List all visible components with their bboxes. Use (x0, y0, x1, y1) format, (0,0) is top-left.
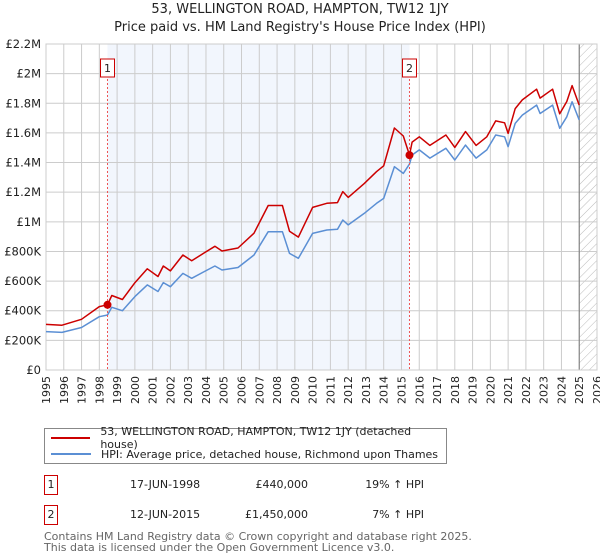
chart-legend: 53, WELLINGTON ROAD, HAMPTON, TW12 1JY (… (44, 425, 447, 464)
sale-number-badge: 2 (44, 505, 58, 525)
x-tick-label: 1998 (93, 376, 106, 404)
x-tick-label: 2003 (182, 376, 195, 404)
x-tick-label: 2013 (360, 376, 373, 404)
series-line-property (45, 84, 580, 326)
y-tick-label: £600K (4, 274, 41, 288)
sale-hpi-diff: 7% ↑ HPI (372, 508, 424, 521)
legend-label-hpi: HPI: Average price, detached house, Rich… (101, 447, 439, 461)
x-tick-label: 2010 (307, 376, 320, 404)
legend-label-property: 53, WELLINGTON ROAD, HAMPTON, TW12 1JY (… (100, 425, 412, 451)
y-tick-label: £1.2M (5, 185, 41, 199)
legend-item-hpi: HPI: Average price, detached house, Rich… (51, 447, 438, 461)
x-tick-label: 2014 (378, 376, 391, 404)
x-tick-label: 2019 (467, 376, 480, 404)
sale-date: 12-JUN-2015 (130, 508, 201, 521)
y-tick-label: £0 (26, 363, 41, 377)
legend-swatch-property (51, 437, 91, 439)
forecast-hatch (579, 44, 597, 370)
y-tick-label: £200K (4, 333, 41, 347)
sale-row: 1 17-JUN-1998 £440,000 19% ↑ HPI (44, 475, 444, 495)
price-chart: 1995 1996 1997 1998 1999 2000 2001 2002 2003 2004… (4, 37, 600, 404)
y-tick-label: £2.2M (5, 37, 41, 51)
x-tick-label: 2016 (413, 376, 426, 404)
y-tick-label: £1.8M (5, 96, 41, 110)
sale-marker-box (401, 58, 417, 78)
sale-date: 17-JUN-1998 (130, 478, 201, 491)
x-tick-label: 2012 (342, 376, 355, 404)
sale-row: 2 12-JUN-2015 £1,450,000 7% ↑ HPI (44, 505, 444, 525)
attribution: Contains HM Land Registry data © Crown c… (44, 531, 472, 553)
y-tick-label: £2M (16, 67, 41, 81)
x-tick-label: 2007 (253, 376, 266, 404)
ownership-period-shade (107, 44, 410, 370)
x-tick-label: 2009 (289, 376, 302, 404)
sale-marker-label: 1 (104, 62, 111, 75)
x-tick-label: 1995 (40, 376, 53, 404)
x-tick-label: 2024 (555, 376, 568, 404)
x-tick-label: 1999 (111, 376, 124, 404)
attribution-line-1: Contains HM Land Registry data © Crown c… (44, 530, 472, 543)
x-tick-label: 1997 (76, 376, 89, 404)
x-tick-label: 2025 (573, 376, 586, 404)
legend-item-property: 53, WELLINGTON ROAD, HAMPTON, TW12 1JY (… (51, 425, 446, 451)
x-tick-label: 2006 (236, 376, 249, 404)
x-tick-label: 2001 (147, 376, 160, 404)
sale-price: £440,000 (255, 478, 309, 491)
sale-point (103, 300, 112, 309)
y-tick-label: £1M (16, 215, 41, 229)
x-tick-label: 2021 (502, 376, 515, 404)
x-tick-label: 2002 (164, 376, 177, 404)
x-tick-label: 2004 (200, 376, 213, 404)
x-tick-label: 2026 (591, 376, 600, 404)
x-tick-label: 2017 (431, 376, 444, 404)
chart-title: 53, WELLINGTON ROAD, HAMPTON, TW12 1JY (151, 2, 449, 17)
x-tick-label: 2015 (395, 376, 408, 404)
x-tick-label: 2020 (484, 376, 497, 404)
sale-point (405, 151, 414, 160)
x-tick-label: 2018 (449, 376, 462, 404)
y-tick-label: £400K (4, 304, 41, 318)
x-tick-label: 2011 (324, 376, 337, 404)
y-tick-label: £1.6M (5, 126, 41, 140)
y-tick-label: £1.4M (5, 156, 41, 170)
chart-subtitle: Price paid vs. HM Land Registry's House … (114, 20, 486, 35)
x-tick-label: 2005 (218, 376, 231, 404)
sale-price: £1,450,000 (245, 508, 308, 521)
x-tick-label: 2023 (538, 376, 551, 404)
series-line-hpi (45, 101, 580, 334)
legend-swatch-hpi (51, 453, 91, 455)
x-tick-label: 2008 (271, 376, 284, 404)
y-tick-label: £800K (4, 244, 41, 258)
x-tick-label: 2000 (129, 376, 142, 404)
sale-marker-label: 2 (406, 62, 413, 75)
sale-hpi-diff: 19% ↑ HPI (365, 478, 424, 491)
sale-number-badge: 1 (44, 475, 58, 495)
sale-marker-box (99, 58, 115, 78)
x-tick-label: 2022 (520, 376, 533, 404)
x-tick-label: 1996 (58, 376, 71, 404)
attribution-line-2: This data is licensed under the Open Gov… (44, 541, 395, 554)
plot-border (45, 43, 598, 371)
